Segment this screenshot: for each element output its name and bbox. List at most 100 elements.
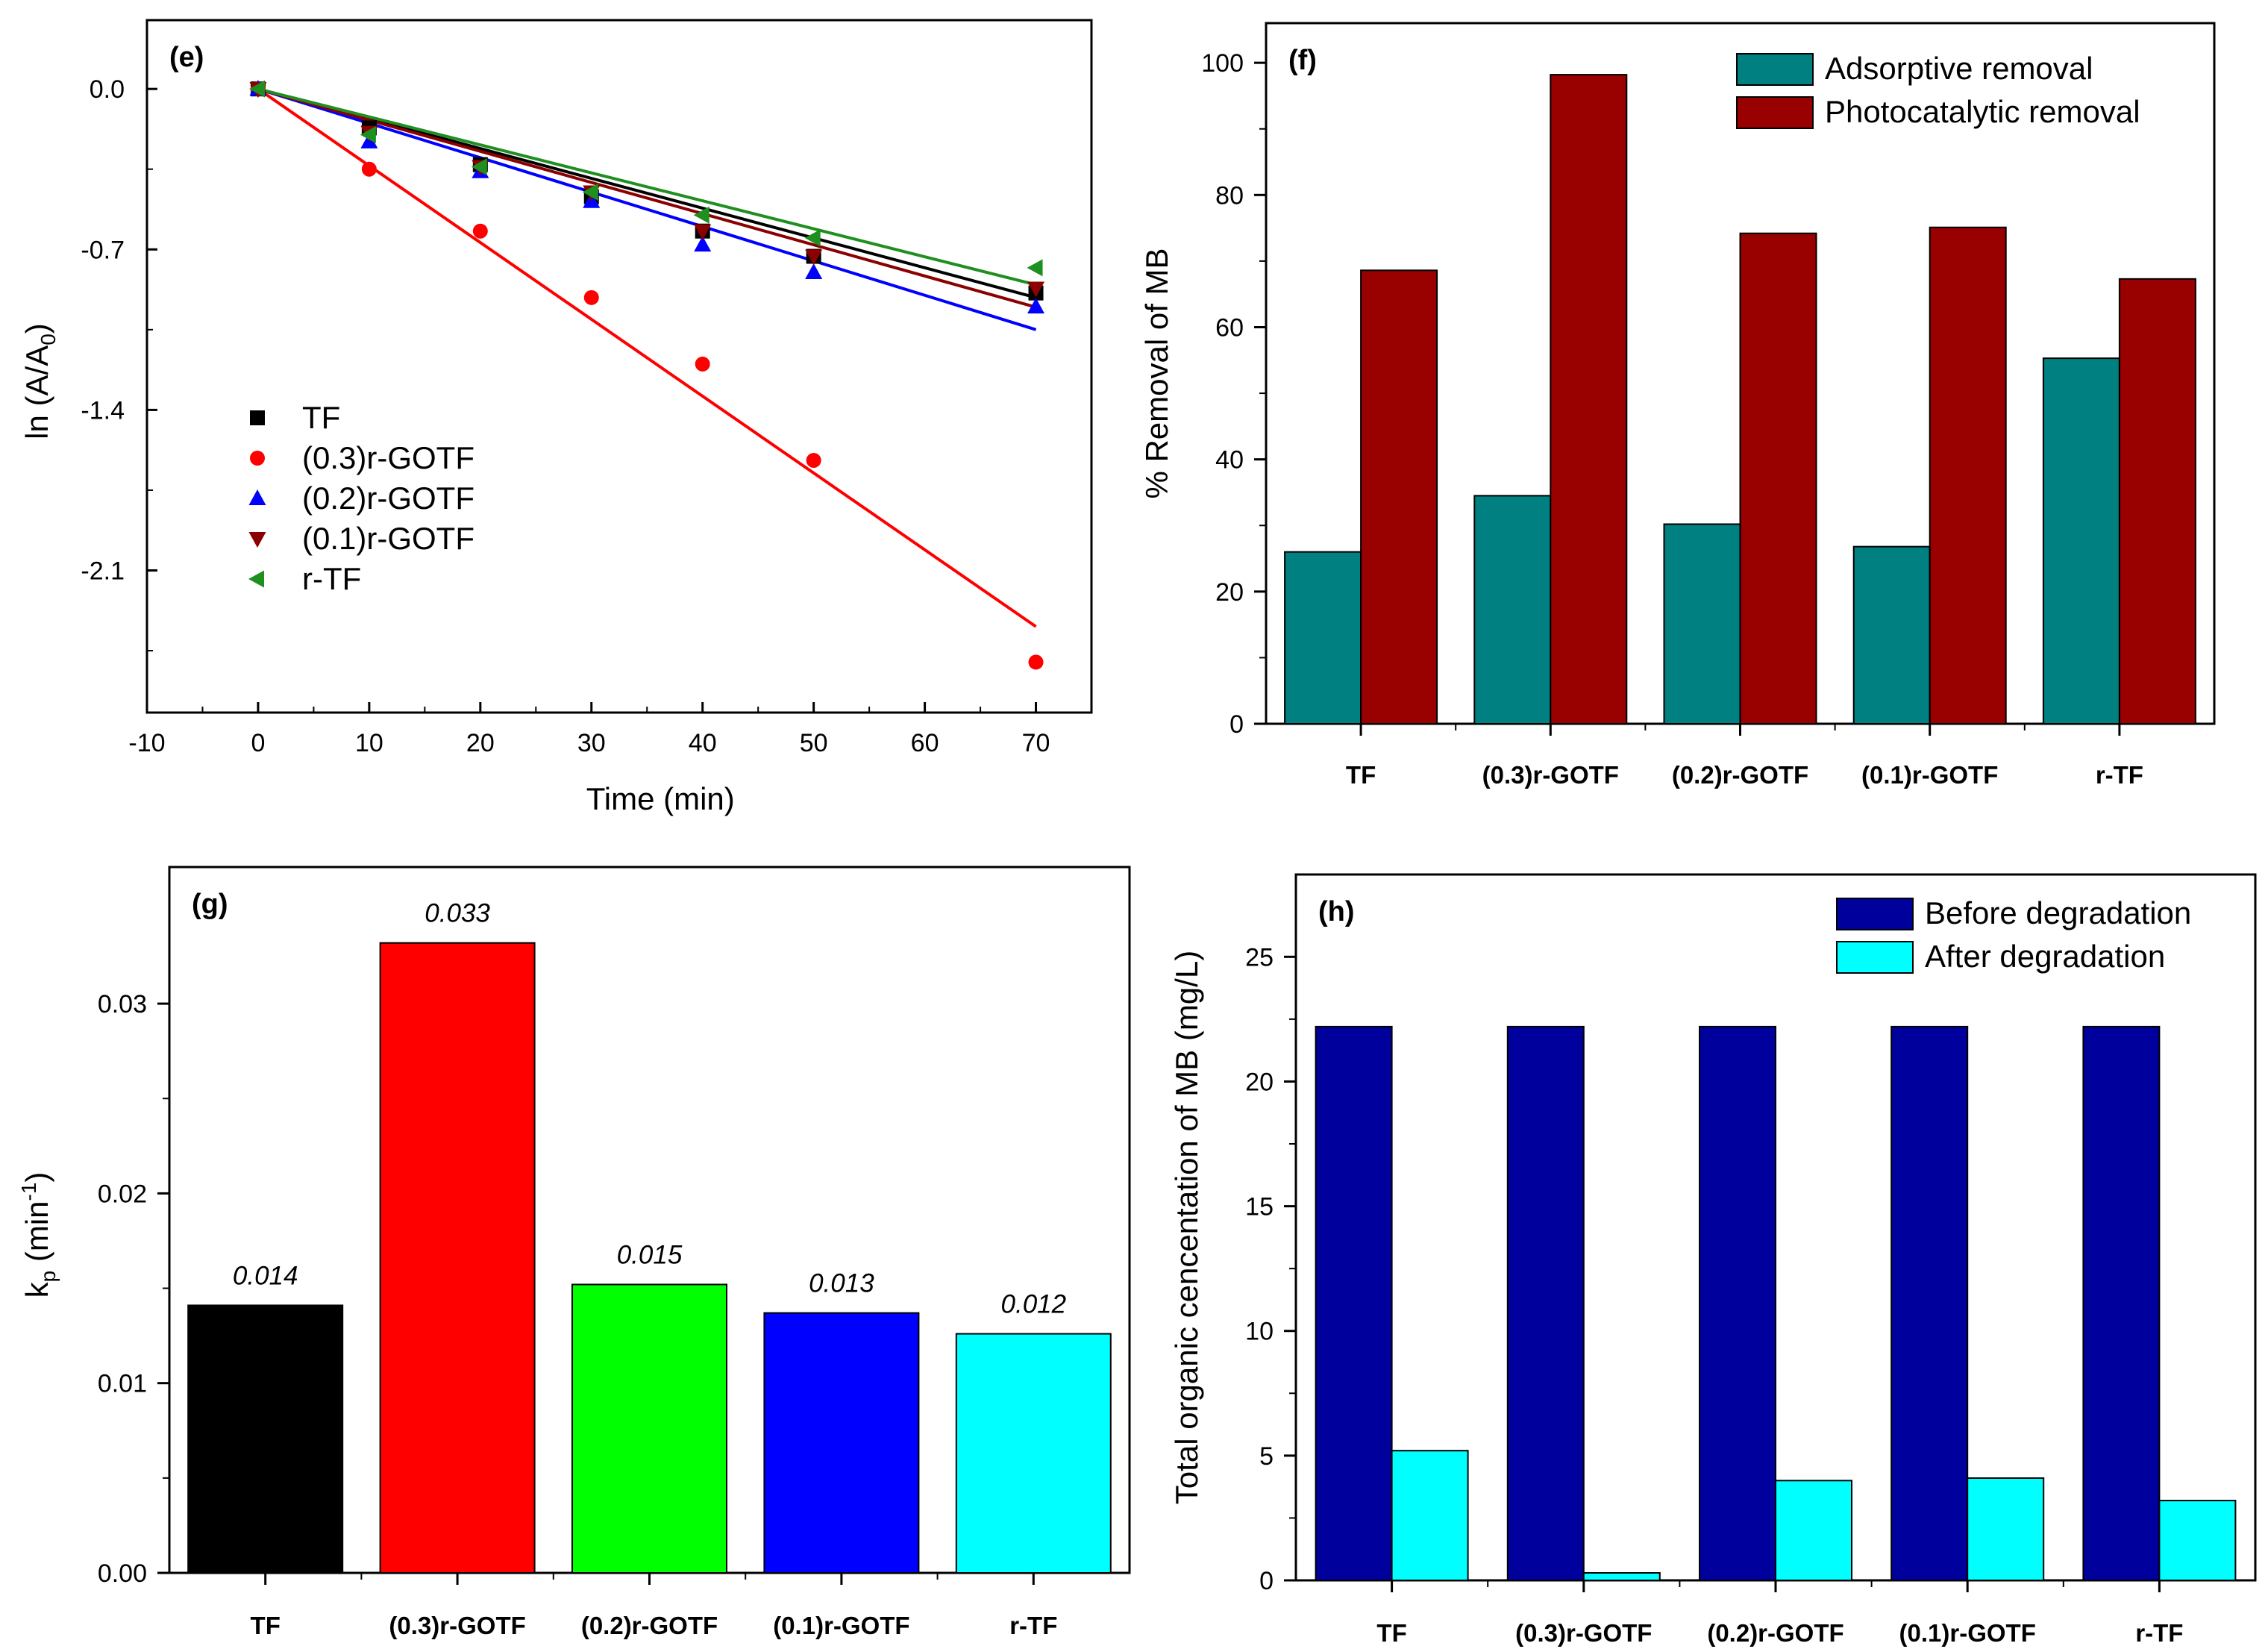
x-tick-label: 70 — [1022, 729, 1050, 757]
bar — [1775, 1480, 1852, 1582]
fit-line-0 — [257, 87, 1037, 299]
bar — [1663, 523, 1741, 725]
y-tick-label: 0 — [1259, 1567, 1274, 1595]
x-tick-label: 40 — [689, 729, 717, 757]
legend-label: r-TF — [302, 561, 361, 596]
bar — [955, 1333, 1112, 1574]
plot-frame — [145, 19, 1093, 714]
panel-label: (g) — [192, 889, 228, 920]
category-label: (0.2)r-GOTF — [1672, 761, 1808, 789]
legend-marker — [250, 451, 265, 466]
panel-h: 0 5 10 15 20 25 TF (0.3)r-GOTF (0.2)r-GOTF (0.1)r… — [1169, 873, 2257, 1647]
legend-label: Adsorptive removal — [1825, 51, 2093, 86]
panel-label: (e) — [169, 42, 204, 73]
bar — [763, 1312, 920, 1574]
y-tick-label: 0.01 — [98, 1370, 147, 1398]
data-point — [471, 158, 487, 176]
data-point — [694, 236, 712, 252]
bar — [1852, 545, 1931, 725]
y-tick-label: 0.0 — [90, 75, 125, 104]
legend-label: (0.3)r-GOTF — [302, 440, 474, 475]
bar-value-label: 0.012 — [1001, 1290, 1067, 1319]
panel-e: -10 0 10 20 30 40 50 60 70 0.0 -0.7 -1.4 -2.1 (e) Time… — [19, 19, 1093, 816]
y-axis-title-main: k — [19, 1281, 54, 1298]
panel-f: 0 20 40 60 80 100 TF (0.3)r-GOTF (0.2)r-GOTF (0.1… — [1139, 22, 2216, 789]
bar — [1360, 269, 1438, 725]
category-label: r-TF — [2135, 1619, 2183, 1647]
bar-value-label: 0.014 — [233, 1261, 298, 1290]
y-tick-label: 20 — [1215, 578, 1244, 607]
data-point — [360, 126, 376, 144]
legend-swatch — [1836, 941, 1914, 974]
bar — [1739, 232, 1817, 725]
data-point — [361, 161, 377, 177]
bar — [1699, 1025, 1776, 1581]
fit-line-2 — [257, 87, 1037, 331]
x-tick-label: -10 — [128, 729, 165, 757]
y-axis-title: % Removal of MB — [1139, 248, 1174, 498]
category-label: (0.2)r-GOTF — [1707, 1619, 1843, 1647]
bar — [1550, 74, 1628, 725]
category-label: TF — [251, 1612, 281, 1639]
category-label: (0.2)r-GOTF — [581, 1612, 718, 1639]
y-axis-title: Total organic cencentation of MB (mg/L) — [1169, 951, 1204, 1504]
data-point — [805, 249, 823, 266]
legend-label: (0.2)r-GOTF — [302, 481, 474, 516]
fit-line-4 — [257, 87, 1037, 287]
y-axis-title: ln (A/A0) — [19, 323, 60, 439]
y-tick-label: -2.1 — [81, 557, 125, 585]
x-tick-label: 20 — [466, 729, 495, 757]
y-tick-label: 40 — [1215, 446, 1244, 475]
bar — [1967, 1477, 2045, 1582]
category-label: (0.1)r-GOTF — [1899, 1619, 2036, 1647]
data-point — [248, 80, 265, 98]
y-tick-label: 100 — [1201, 49, 1244, 78]
y-tick-label: 0.02 — [98, 1180, 147, 1208]
bar — [1929, 226, 2007, 725]
y-axis-title-sub: p — [37, 1271, 60, 1283]
category-label: (0.3)r-GOTF — [1482, 761, 1619, 789]
bar — [2082, 1025, 2161, 1581]
bar — [2158, 1500, 2237, 1582]
data-point — [694, 224, 712, 240]
legend-marker — [248, 532, 266, 548]
category-label: TF — [1346, 761, 1376, 789]
y-tick-label: 60 — [1215, 313, 1244, 342]
data-point — [804, 229, 821, 247]
legend-label: Before degradation — [1925, 895, 2191, 930]
y-tick-label: 0 — [1229, 710, 1244, 739]
y-tick-label: 15 — [1245, 1193, 1274, 1221]
data-point — [1028, 654, 1044, 670]
bar — [571, 1283, 727, 1574]
data-point — [583, 290, 599, 305]
category-label: r-TF — [1009, 1612, 1057, 1639]
legend-label: Photocatalytic removal — [1825, 94, 2140, 129]
y-tick-label: -1.4 — [81, 396, 125, 425]
y-tick-label: -0.7 — [81, 236, 125, 264]
data-point — [1027, 298, 1045, 314]
category-label: (0.1)r-GOTF — [773, 1612, 909, 1639]
data-point — [805, 263, 823, 280]
bar — [2118, 278, 2196, 725]
data-point — [1027, 281, 1045, 298]
legend-marker — [248, 489, 266, 505]
panel-label: (f) — [1288, 45, 1317, 76]
x-tick-label: 60 — [911, 729, 939, 757]
x-tick-label: 10 — [355, 729, 383, 757]
panel-label: (h) — [1318, 896, 1355, 927]
y-tick-label: 5 — [1259, 1442, 1274, 1471]
bar — [1315, 1025, 1393, 1581]
bar-value-label: 0.033 — [425, 899, 490, 928]
legend-label: (0.1)r-GOTF — [302, 521, 474, 556]
legend-marker — [248, 570, 264, 588]
bar — [1582, 1571, 1661, 1581]
y-tick-label: 10 — [1245, 1318, 1274, 1346]
data-point — [695, 356, 710, 372]
data-point — [1027, 259, 1043, 277]
x-axis-title: Time (min) — [586, 781, 735, 816]
bar — [187, 1304, 344, 1574]
data-point — [582, 183, 598, 201]
y-axis-title-sup: -1 — [17, 1183, 40, 1201]
legend-marker — [250, 410, 265, 425]
